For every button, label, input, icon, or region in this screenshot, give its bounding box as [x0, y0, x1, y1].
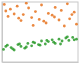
- point: [45, 39, 48, 42]
- point: [73, 11, 76, 14]
- point: [40, 4, 43, 7]
- point: [47, 12, 50, 15]
- point: [66, 2, 69, 5]
- point: [32, 24, 35, 27]
- point: [11, 47, 14, 50]
- point: [2, 48, 5, 51]
- point: [44, 43, 47, 46]
- axis-line: [3, 62, 79, 63]
- point: [18, 43, 21, 46]
- plot-area: [2, 2, 78, 51]
- point: [17, 17, 20, 20]
- point: [63, 25, 66, 28]
- point: [51, 38, 54, 41]
- chart: [0, 0, 80, 64]
- series: [2, 35, 78, 51]
- point: [66, 35, 69, 38]
- point: [40, 40, 43, 43]
- point: [4, 45, 7, 48]
- point: [54, 6, 57, 9]
- point: [25, 2, 28, 5]
- x-axis: [3, 62, 79, 63]
- plot-frame: [2, 2, 78, 62]
- point: [59, 43, 62, 46]
- point: [68, 17, 71, 20]
- point: [67, 39, 70, 42]
- point: [25, 46, 28, 49]
- point: [32, 41, 35, 44]
- point: [16, 5, 19, 8]
- point: [71, 13, 74, 16]
- point: [53, 16, 56, 19]
- point: [30, 16, 33, 19]
- point: [20, 45, 23, 48]
- point: [45, 22, 48, 25]
- point: [75, 23, 78, 26]
- point: [42, 20, 45, 23]
- point: [20, 19, 23, 22]
- y-axis: [2, 3, 3, 63]
- point: [3, 3, 6, 6]
- point: [13, 13, 16, 16]
- point: [58, 38, 61, 41]
- point: [73, 38, 76, 41]
- point: [58, 19, 61, 22]
- point: [52, 41, 55, 44]
- point: [30, 44, 33, 47]
- point: [60, 9, 63, 12]
- point: [39, 44, 42, 47]
- point: [38, 18, 41, 21]
- point: [27, 7, 30, 10]
- axis-line: [2, 3, 3, 63]
- point: [71, 36, 74, 39]
- point: [61, 40, 64, 43]
- point: [22, 13, 25, 16]
- point: [7, 15, 10, 18]
- point: [26, 42, 29, 45]
- point: [9, 8, 12, 11]
- point: [51, 14, 54, 17]
- point: [4, 10, 7, 13]
- point: [34, 10, 37, 13]
- series: [3, 2, 78, 27]
